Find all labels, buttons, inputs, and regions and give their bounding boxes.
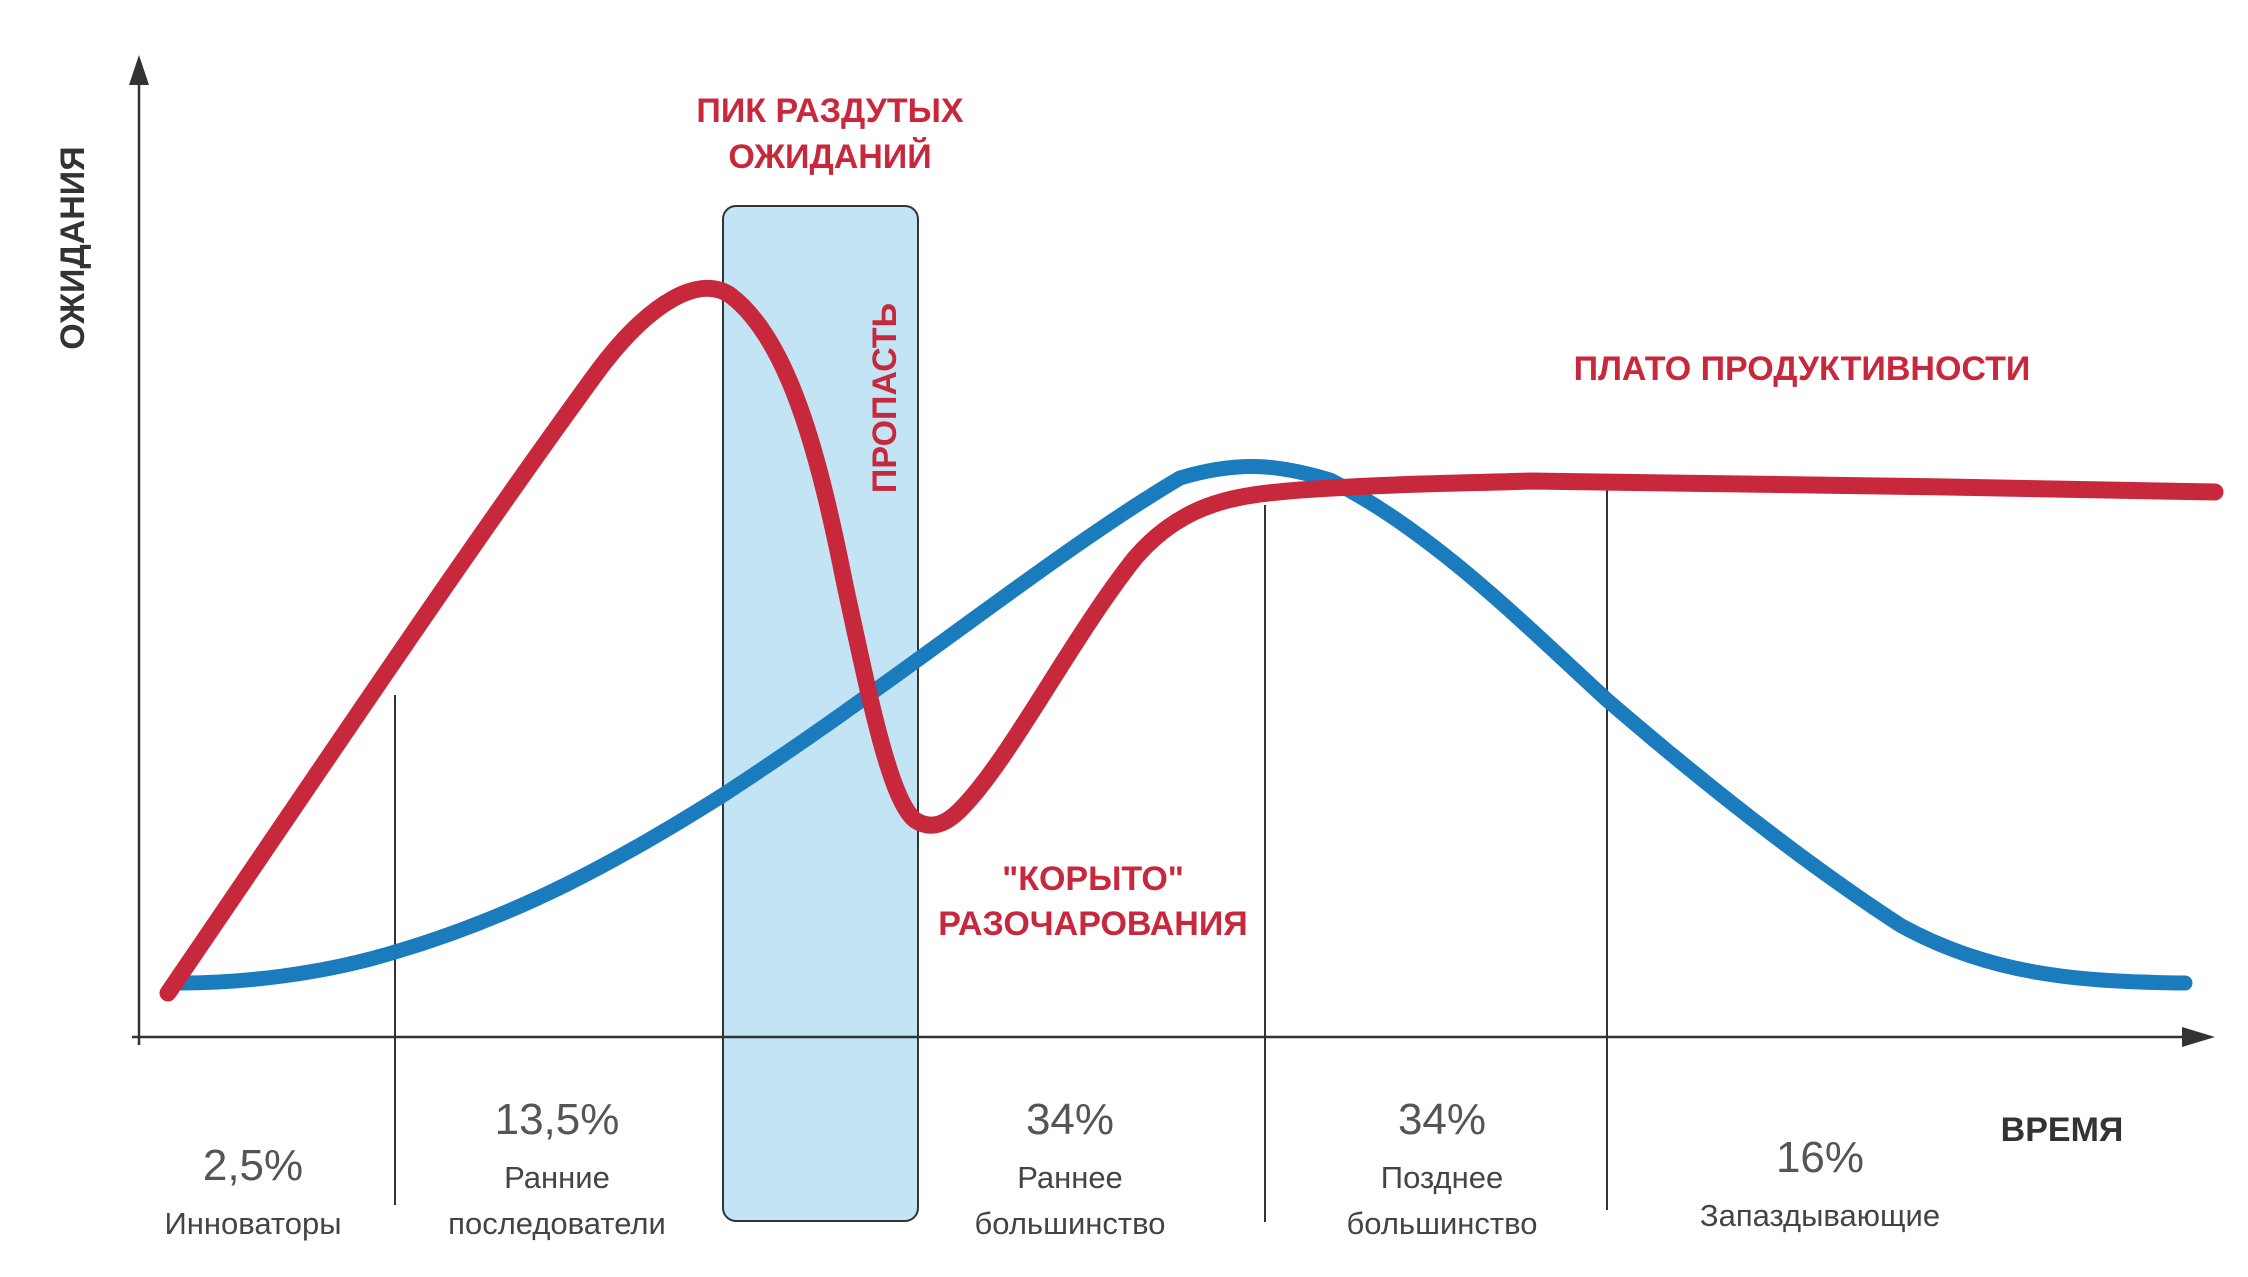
segment-percent: 2,5% xyxy=(203,1141,303,1190)
segment-percent: 34% xyxy=(1026,1095,1114,1144)
segment-percent: 16% xyxy=(1776,1133,1864,1182)
segment-name: последователи xyxy=(448,1206,666,1241)
segment-name: Инноваторы xyxy=(164,1206,341,1241)
hype-curve xyxy=(159,279,2224,1002)
y-axis-arrow-icon xyxy=(129,55,149,85)
x-axis-arrow-icon xyxy=(2182,1027,2215,1047)
adoption-curve xyxy=(172,458,2193,991)
segment-percent: 34% xyxy=(1398,1095,1486,1144)
chasm-label: ПРОПАСТЬ xyxy=(866,303,904,493)
segment-name: Позднее xyxy=(1381,1160,1503,1195)
segment-innovators: 2,5% Инноваторы xyxy=(164,1141,341,1241)
chasm-band xyxy=(722,205,919,1222)
plateau-label: ПЛАТО ПРОДУКТИВНОСТИ xyxy=(1574,350,2031,388)
peak-label: ПИК РАЗДУТЫХ xyxy=(696,92,963,130)
trough-label: РАЗОЧАРОВАНИЯ xyxy=(938,905,1248,943)
segment-early-adopters: 13,5% Ранние последователи xyxy=(448,1095,666,1241)
segment-percent: 13,5% xyxy=(495,1095,620,1144)
x-axis-label: ВРЕМЯ xyxy=(2001,1111,2124,1149)
segment-early-majority: 34% Раннее большинство xyxy=(975,1095,1166,1241)
peak-label: ОЖИДАНИЙ xyxy=(728,137,931,176)
segment-late-majority: 34% Позднее большинство xyxy=(1347,1095,1538,1241)
y-axis-label: ОЖИДАНИЯ xyxy=(54,146,92,349)
segment-name: Ранние xyxy=(504,1160,610,1195)
segment-name: Раннее xyxy=(1017,1160,1123,1195)
segment-laggards: 16% Запаздывающие xyxy=(1700,1133,1940,1233)
trough-label: "КОРЫТО" xyxy=(1002,860,1184,898)
segment-name: Запаздывающие xyxy=(1700,1198,1940,1233)
segment-name: большинство xyxy=(975,1206,1166,1241)
segment-name: большинство xyxy=(1347,1206,1538,1241)
